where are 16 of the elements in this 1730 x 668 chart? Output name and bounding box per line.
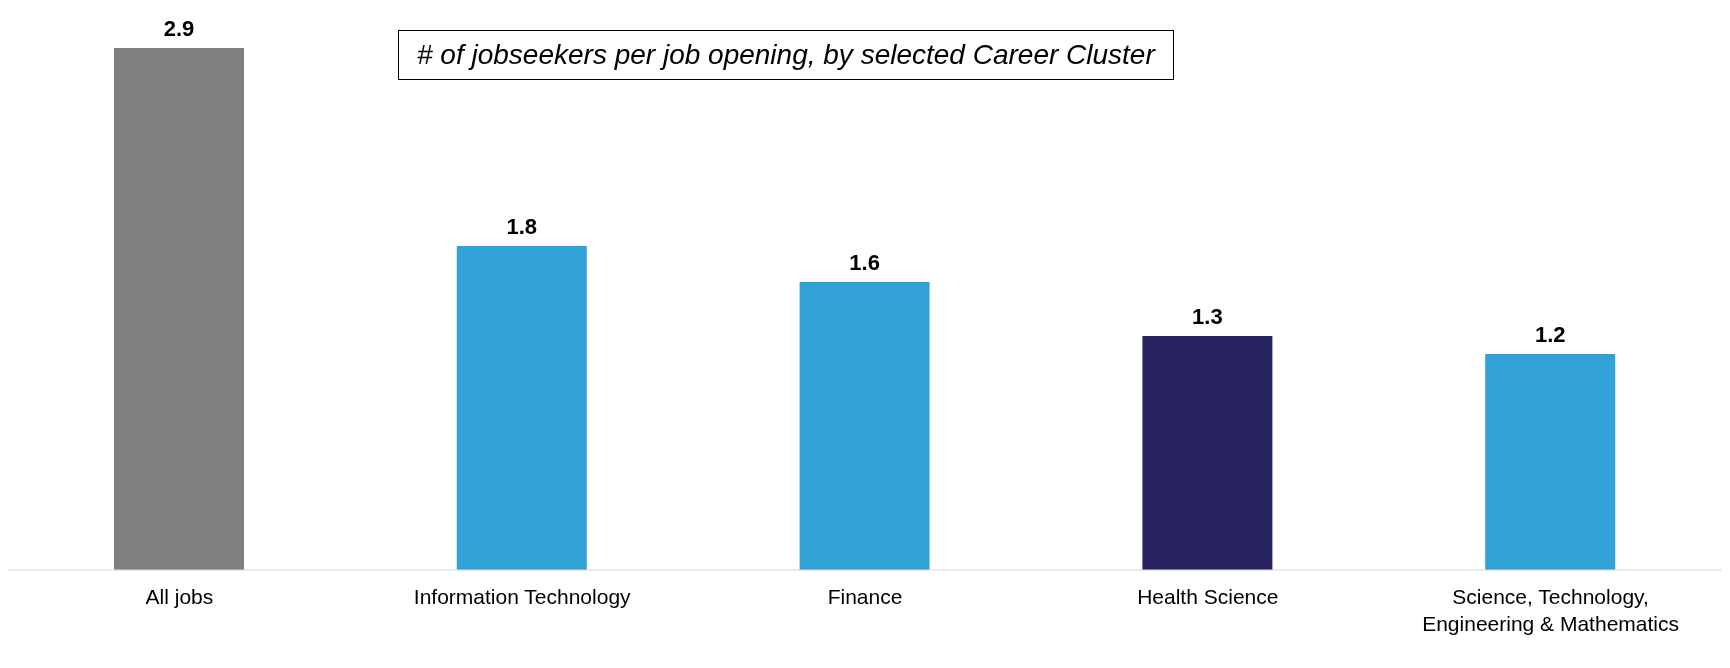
x-tick-label: Information Technology bbox=[413, 585, 632, 608]
bar bbox=[456, 246, 587, 570]
x-tick-label: Health Science bbox=[1137, 585, 1279, 608]
bar bbox=[1142, 336, 1273, 570]
data-label: 1.6 bbox=[849, 250, 880, 275]
bar bbox=[799, 282, 930, 570]
x-tick-label: Science, Technology, Engineering & Mathematics bbox=[1422, 585, 1680, 635]
data-label: 1.2 bbox=[1534, 322, 1566, 347]
data-label: 1.8 bbox=[506, 214, 538, 239]
x-tick-label: All jobs bbox=[145, 585, 214, 608]
chart-title: # of jobseekers per job opening, by selected Career Cluster bbox=[398, 30, 1174, 80]
data-label: 1.3 bbox=[1192, 304, 1223, 329]
x-tick-label: Finance bbox=[827, 585, 903, 608]
data-label: 2.9 bbox=[163, 16, 195, 41]
bar bbox=[114, 48, 244, 570]
bar bbox=[1485, 354, 1616, 570]
